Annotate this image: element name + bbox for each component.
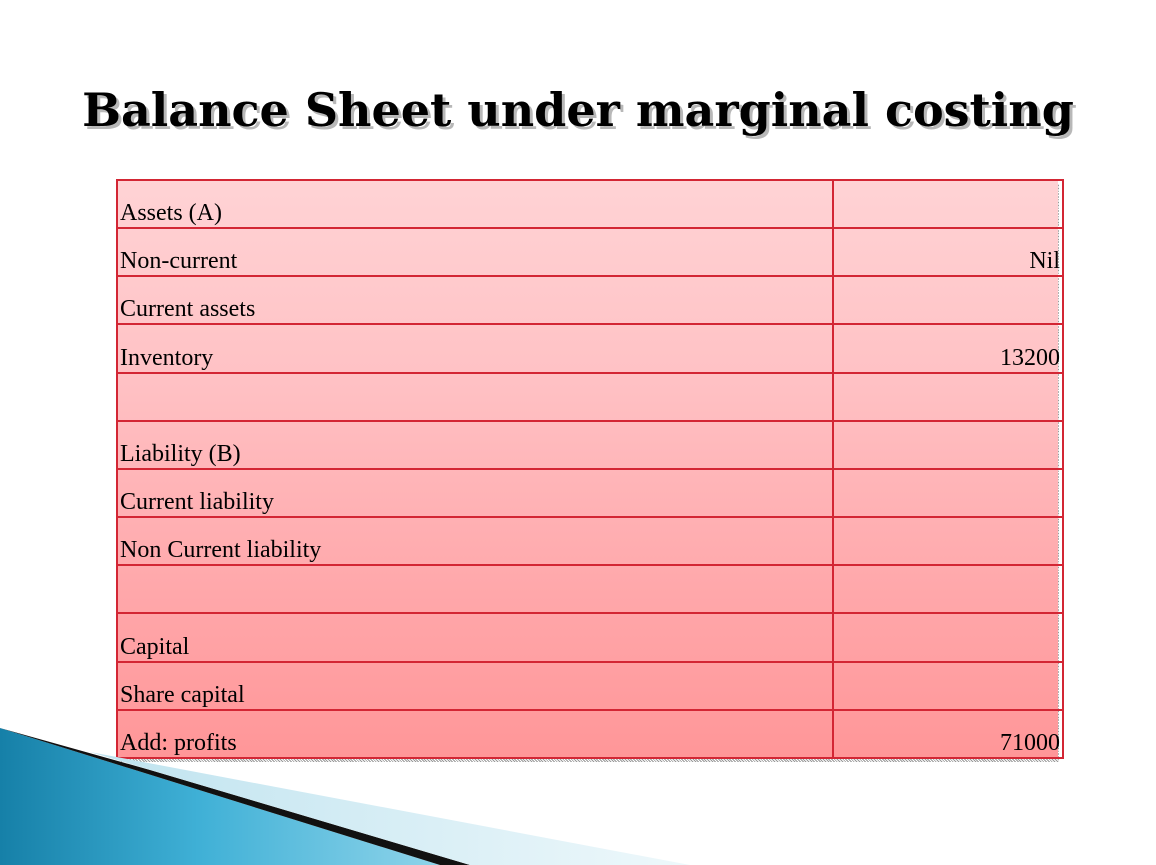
row-value	[832, 275, 1064, 326]
row-value	[832, 564, 1064, 615]
row-value	[832, 612, 1064, 663]
row-value	[832, 516, 1064, 567]
row-label: Inventory	[116, 323, 834, 374]
row-label: Current liability	[116, 467, 834, 519]
row-value: 71000	[832, 708, 1064, 760]
row-label: Add: profits	[116, 708, 834, 760]
row-label: Assets (A)	[116, 178, 834, 230]
table-row	[116, 371, 1064, 422]
row-value	[832, 467, 1064, 519]
row-label	[116, 371, 834, 422]
row-label: Liability (B)	[116, 419, 834, 470]
row-label: Current assets	[116, 275, 834, 326]
row-value	[832, 371, 1064, 422]
balance-sheet-table-wrap: Assets (A) Non-current Nil Current asset…	[116, 178, 1064, 760]
row-value	[832, 178, 1064, 230]
table-row: Capital	[116, 612, 1064, 663]
table-row: Add: profits 71000	[116, 708, 1064, 760]
table-row: Non-current Nil	[116, 227, 1064, 278]
table-row: Inventory 13200	[116, 323, 1064, 374]
row-value	[832, 419, 1064, 470]
row-label	[116, 564, 834, 615]
row-value: 13200	[832, 323, 1064, 374]
slide-title: Balance Sheet under marginal costing	[82, 83, 1074, 137]
table-row: Assets (A)	[116, 178, 1064, 230]
table-row: Non Current liability	[116, 516, 1064, 567]
table-row: Current liability	[116, 467, 1064, 519]
row-label: Share capital	[116, 660, 834, 711]
row-label: Non-current	[116, 227, 834, 278]
table-row: Current assets	[116, 275, 1064, 326]
table-row: Liability (B)	[116, 419, 1064, 470]
table-row: Share capital	[116, 660, 1064, 711]
row-label: Capital	[116, 612, 834, 663]
row-value: Nil	[832, 227, 1064, 278]
balance-sheet-table: Assets (A) Non-current Nil Current asset…	[116, 178, 1064, 760]
table-row	[116, 564, 1064, 615]
row-value	[832, 660, 1064, 711]
row-label: Non Current liability	[116, 516, 834, 567]
